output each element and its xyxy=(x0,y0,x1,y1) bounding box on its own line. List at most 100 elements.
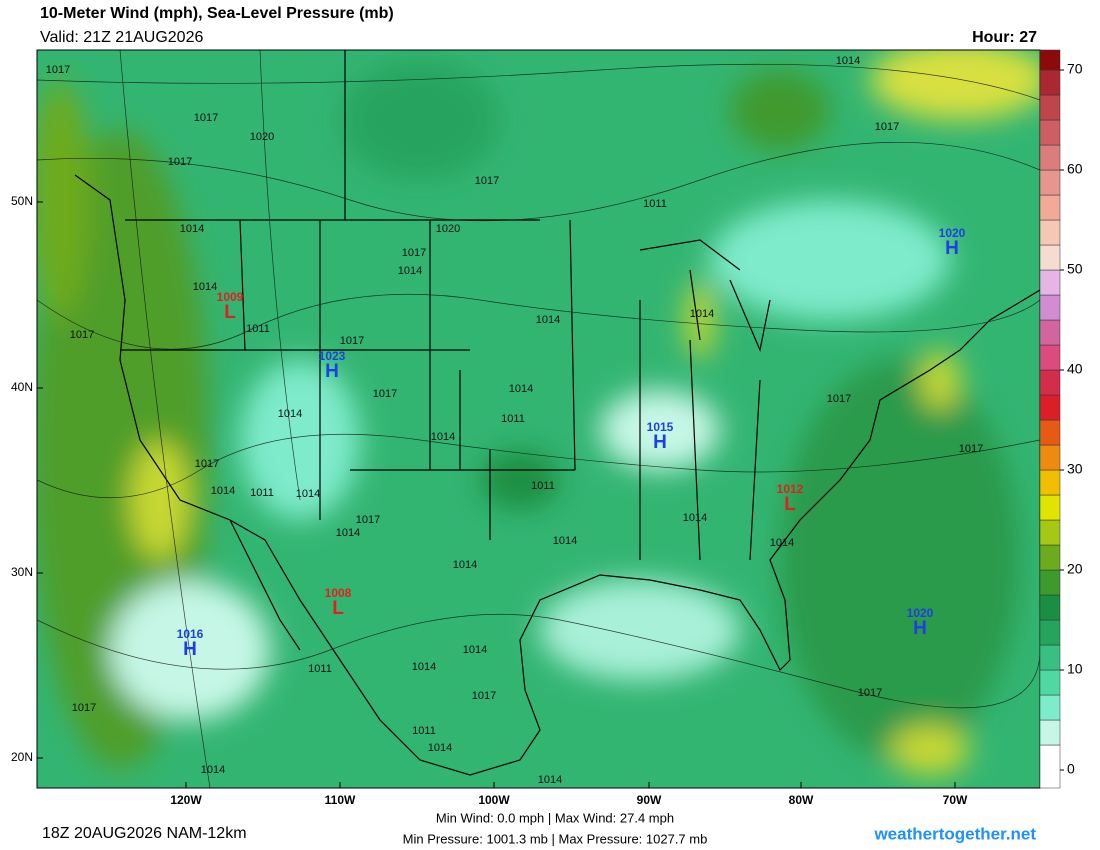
isobar-label: 1014 xyxy=(398,265,422,277)
colorbar-label: 40 xyxy=(1067,361,1083,377)
isobar-label: 1011 xyxy=(643,198,667,210)
isobar-label: 1014 xyxy=(201,764,225,776)
colorbar-bin xyxy=(1039,244,1061,271)
lat-label: 50N xyxy=(11,194,33,208)
center-symbol: L xyxy=(224,302,236,323)
colorbar-bin xyxy=(1039,569,1061,596)
isobar-label: 1017 xyxy=(356,514,380,526)
colorbar-bin xyxy=(1039,144,1061,171)
colorbar-bin xyxy=(1039,469,1061,496)
colorbar-bin xyxy=(1039,444,1061,471)
isobar-label: 1017 xyxy=(70,329,94,341)
isobar-label: 1017 xyxy=(195,458,219,470)
center-symbol: H xyxy=(653,432,667,453)
colorbar-bin xyxy=(1039,94,1061,121)
center-symbol: L xyxy=(332,598,344,619)
center-value: 1012 xyxy=(777,482,804,496)
center-value: 1020 xyxy=(907,606,934,620)
colorbar-bin xyxy=(1039,644,1061,671)
colorbar-bin xyxy=(1039,519,1061,546)
isobar-label: 1011 xyxy=(531,480,555,492)
colorbar-label: 70 xyxy=(1067,61,1083,77)
isobar-label: 1017 xyxy=(475,175,499,187)
lon-label: 70W xyxy=(943,793,968,807)
isobar-label: 1017 xyxy=(827,393,851,405)
isobar-label: 1017 xyxy=(402,247,426,259)
center-value: 1015 xyxy=(647,420,674,434)
isobar-label: 1014 xyxy=(463,644,487,656)
isobar-label: 1011 xyxy=(412,725,436,737)
isobar-label: 1011 xyxy=(246,323,270,335)
isobar-label: 1014 xyxy=(770,537,794,549)
lon-label: 80W xyxy=(789,793,814,807)
colorbar-bin xyxy=(1039,69,1061,96)
lat-label: 20N xyxy=(11,750,33,764)
colorbar-label: 60 xyxy=(1067,161,1083,177)
isobar-label: 1017 xyxy=(340,335,364,347)
colorbar-bin xyxy=(1039,344,1061,371)
isobar-label: 1014 xyxy=(553,535,577,547)
colorbar-bin xyxy=(1039,619,1061,646)
pressure-range: Min Pressure: 1001.3 mb | Max Pressure: … xyxy=(403,831,708,846)
center-symbol: H xyxy=(325,361,339,382)
isobar-label: 1017 xyxy=(168,156,192,168)
isobar-label: 1014 xyxy=(536,314,560,326)
isobar-label: 1017 xyxy=(194,112,218,124)
center-symbol: L xyxy=(784,494,796,515)
center-symbol: H xyxy=(945,238,959,259)
isobar-label: 1014 xyxy=(509,383,533,395)
isobar-label: 1017 xyxy=(373,388,397,400)
title: 10-Meter Wind (mph), Sea-Level Pressure … xyxy=(40,5,394,22)
isobar-label: 1017 xyxy=(472,690,496,702)
lon-label: 100W xyxy=(478,793,510,807)
center-value: 1016 xyxy=(177,627,204,641)
colorbar-bin xyxy=(1039,169,1061,196)
center-symbol: H xyxy=(913,618,927,639)
center-symbol: H xyxy=(183,639,197,660)
colorbar-bin xyxy=(1039,194,1061,221)
lat-label: 30N xyxy=(11,565,33,579)
valid-time: Valid: 21Z 21AUG2026 xyxy=(40,29,203,46)
colorbar-bin xyxy=(1039,319,1061,346)
isobar-label: 1014 xyxy=(428,742,452,754)
colorbar-bin xyxy=(1039,544,1061,571)
center-value: 1023 xyxy=(319,349,346,363)
wind-range: Min Wind: 0.0 mph | Max Wind: 27.4 mph xyxy=(436,810,674,825)
colorbar-bin xyxy=(1039,419,1061,446)
colorbar-bin xyxy=(1039,49,1061,71)
isobar-label: 1014 xyxy=(336,527,360,539)
isobar-label: 1014 xyxy=(193,281,217,293)
colorbar-bin xyxy=(1039,594,1061,621)
isobar-label: 1014 xyxy=(690,308,714,320)
isobar-label: 1020 xyxy=(436,223,460,235)
colorbar-bin xyxy=(1039,669,1061,696)
site-name: weathertogether.net xyxy=(873,824,1036,843)
isobar-label: 1011 xyxy=(308,663,332,675)
colorbar-label: 50 xyxy=(1067,261,1083,277)
lat-label: 40N xyxy=(11,380,33,394)
lon-label: 90W xyxy=(637,793,662,807)
colorbar-bin xyxy=(1039,269,1061,296)
colorbar-bin xyxy=(1039,369,1061,396)
isobar-label: 1014 xyxy=(453,559,477,571)
isobar-label: 1014 xyxy=(538,774,562,786)
isobar-label: 1014 xyxy=(683,512,707,524)
isobar-label: 1011 xyxy=(250,487,274,499)
isobar-label: 1014 xyxy=(431,431,455,443)
isobar-label: 1014 xyxy=(836,55,860,67)
colorbar-bin xyxy=(1039,294,1061,321)
colorbar-label: 30 xyxy=(1067,461,1083,477)
isobar-label: 1014 xyxy=(412,661,436,673)
map xyxy=(37,50,1040,788)
center-value: 1009 xyxy=(217,290,244,304)
isobar-label: 1020 xyxy=(250,131,274,143)
isobar-label: 1017 xyxy=(959,443,983,455)
colorbar-bin xyxy=(1039,394,1061,421)
isobar-label: 1014 xyxy=(211,485,235,497)
isobar-label: 1014 xyxy=(278,408,302,420)
colorbar-label: 0 xyxy=(1067,761,1075,777)
lon-label: 110W xyxy=(325,793,356,807)
colorbar-label: 10 xyxy=(1067,661,1083,677)
colorbar-bin xyxy=(1039,494,1061,521)
